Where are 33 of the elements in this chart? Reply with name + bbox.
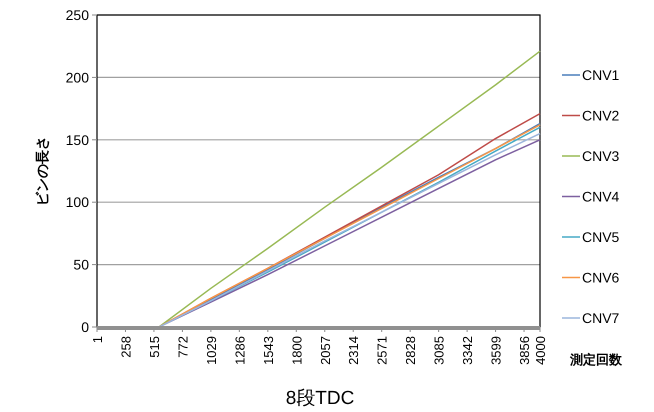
legend-label: CNV5 — [582, 229, 620, 245]
legend-label: CNV2 — [582, 108, 620, 124]
x-tick-label: 1800 — [289, 336, 304, 365]
x-tick-label: 772 — [175, 336, 190, 358]
x-tick-label: 4000 — [533, 336, 548, 365]
y-axis-title: ビンの長さ — [34, 136, 50, 206]
x-tick-label: 3085 — [432, 336, 447, 365]
legend-label: CNV4 — [582, 188, 620, 204]
legend-label: CNV6 — [582, 270, 620, 286]
y-tick-label: 50 — [73, 256, 90, 273]
y-tick-label: 150 — [66, 132, 90, 148]
x-tick-label: 2828 — [403, 336, 418, 365]
x-tick-label: 1543 — [260, 336, 276, 365]
legend-label: CNV3 — [582, 148, 620, 164]
x-tick-label: 3856 — [517, 336, 532, 365]
x-tick-label: 1 — [90, 336, 105, 344]
x-tick-label: 2057 — [318, 336, 333, 365]
x-tick-label: 3599 — [488, 336, 504, 365]
legend-label: CNV1 — [582, 67, 620, 83]
x-tick-label: 515 — [146, 336, 162, 358]
legend-label: CNV7 — [582, 310, 620, 326]
x-axis-title: 測定回数 — [569, 352, 623, 367]
y-tick-label: 250 — [66, 7, 90, 23]
y-tick-label: 0 — [81, 319, 90, 335]
text: 8段TDC — [286, 388, 354, 409]
y-tick-label: 100 — [66, 194, 90, 210]
x-tick-label: 258 — [118, 336, 134, 358]
x-tick-label: 2571 — [374, 336, 390, 365]
y-tick-label: 200 — [66, 69, 90, 86]
x-tick-label: 3342 — [460, 336, 476, 365]
x-tick-label: 1029 — [204, 336, 219, 365]
x-tick-label: 1286 — [232, 336, 248, 365]
x-tick-label: 2314 — [346, 336, 362, 365]
